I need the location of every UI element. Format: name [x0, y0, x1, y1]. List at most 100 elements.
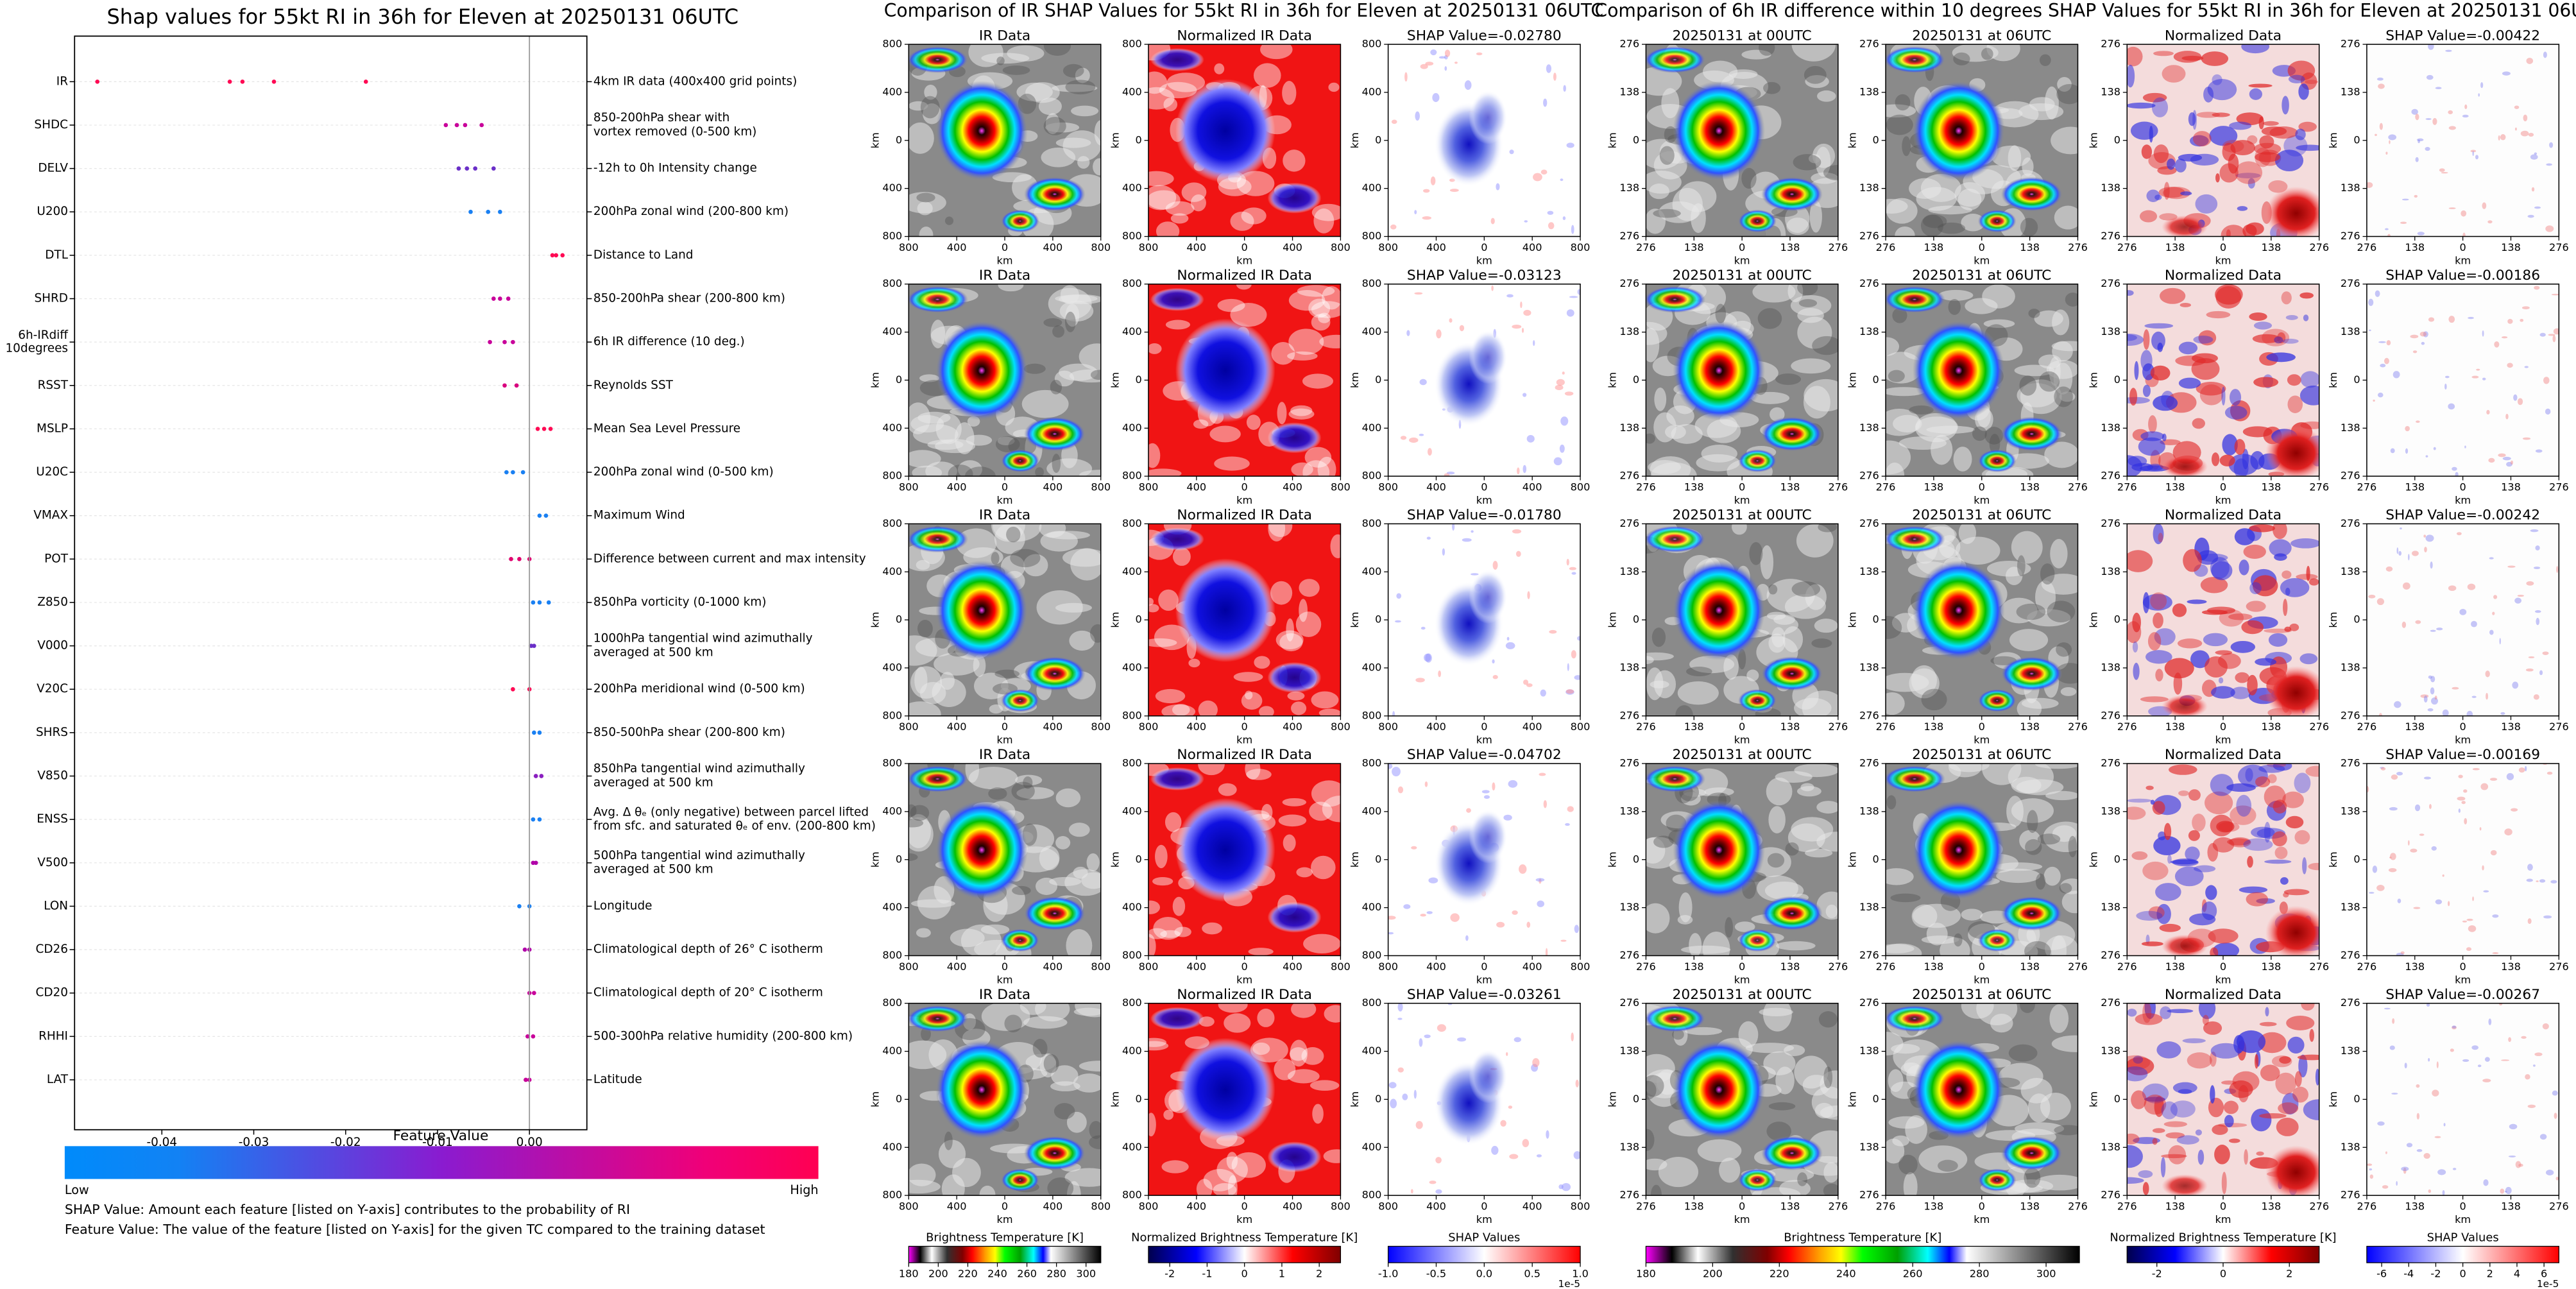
- image-feature: [2153, 395, 2178, 411]
- y-tick-label: 276: [2341, 1189, 2360, 1201]
- image-feature: [1465, 935, 1469, 941]
- image-feature: [2486, 409, 2490, 415]
- image-feature: [2492, 914, 2499, 918]
- image-feature: [2203, 633, 2228, 647]
- image-feature: [2403, 1167, 2407, 1174]
- y-tick-label: 138: [1619, 661, 1639, 673]
- image-feature: [1571, 225, 1574, 234]
- image-feature: [1245, 764, 1261, 780]
- image-feature: [2024, 941, 2051, 956]
- image-feature: [2306, 565, 2310, 581]
- image-feature: [1768, 806, 1786, 833]
- image-feature: [1322, 286, 1341, 310]
- panel-title: 20250131 at 00UTC: [1673, 747, 1812, 763]
- y-tick-label: 800: [1122, 38, 1142, 50]
- y-axis-label: km: [1109, 372, 1121, 388]
- y-tick-label: 138: [2101, 85, 2120, 98]
- image-feature: [1886, 337, 1900, 356]
- image-feature: [1958, 524, 1977, 544]
- image-feature: [1055, 602, 1092, 613]
- image-feature: [2504, 828, 2512, 836]
- image-feature: [1437, 1024, 1447, 1032]
- image-feature: [2522, 437, 2531, 440]
- shap-point: [456, 166, 461, 171]
- image-feature: [2382, 1185, 2389, 1189]
- image-feature: [2448, 110, 2453, 115]
- image-feature: [1797, 316, 1832, 349]
- image-feature: [1449, 189, 1459, 192]
- image-feature: [2134, 361, 2139, 380]
- image-feature: [1738, 688, 1777, 712]
- image-feature: [2533, 694, 2539, 700]
- image-feature: [2040, 1092, 2071, 1121]
- image-feature: [1062, 549, 1101, 567]
- x-tick-label: 138: [2165, 241, 2185, 253]
- image-feature: [1016, 787, 1054, 799]
- image-feature: [1073, 1073, 1101, 1093]
- image-feature: [2269, 126, 2298, 139]
- image-feature: [2132, 612, 2141, 633]
- image-feature: [1741, 49, 1771, 60]
- image-feature: [2255, 776, 2271, 788]
- image-feature: [2389, 807, 2398, 811]
- panel-title: SHAP Value=-0.03123: [1407, 268, 1562, 284]
- image-feature: [2546, 771, 2553, 775]
- image-feature: [1816, 801, 1838, 814]
- image-feature: [2385, 566, 2393, 572]
- image-feature: [1023, 1136, 1086, 1171]
- image-feature: [1537, 900, 1544, 907]
- x-tick-label: 276: [2309, 241, 2329, 253]
- image-feature: [1267, 1141, 1322, 1173]
- panel-title: Normalized Data: [2165, 987, 2282, 1003]
- image-feature: [2531, 187, 2535, 192]
- image-feature: [2020, 1003, 2035, 1013]
- image-feature: [1287, 351, 1318, 361]
- image-feature: [2252, 575, 2278, 597]
- image-feature: [1526, 921, 1531, 928]
- feature-name: 10degrees: [5, 341, 68, 355]
- image-feature: [2215, 173, 2220, 183]
- image-feature: [1422, 189, 1430, 193]
- y-tick-label: 800: [1122, 757, 1142, 769]
- image-feature: [1403, 904, 1411, 909]
- image-feature: [2444, 375, 2450, 379]
- image-feature: [2219, 609, 2244, 627]
- panel-title: 20250131 at 06UTC: [1912, 28, 2051, 44]
- image-feature: [2401, 621, 2407, 628]
- y-tick-label: 800: [882, 757, 902, 769]
- panel-title: 20250131 at 00UTC: [1673, 268, 1812, 284]
- image-feature: [1791, 581, 1821, 597]
- x-tick-label: 138: [2020, 721, 2040, 733]
- x-tick-label: 400: [1043, 960, 1063, 973]
- y-tick-label: 138: [1619, 422, 1639, 434]
- image-feature: [2285, 587, 2290, 596]
- x-tick-label: 0: [1481, 721, 1487, 733]
- image-feature: [2274, 553, 2287, 561]
- image-feature: [2161, 1154, 2187, 1159]
- image-feature: [2380, 767, 2386, 771]
- image-feature: [1050, 379, 1062, 395]
- image-feature: [2477, 1064, 2482, 1068]
- image-feature: [2527, 214, 2534, 218]
- colorbar-tick-label: 240: [1836, 1267, 1856, 1279]
- image-feature: [1288, 329, 1324, 355]
- image-feature: [2179, 303, 2192, 307]
- image-feature: [1397, 1067, 1404, 1073]
- image-feature: [2247, 674, 2258, 696]
- image-feature: [1547, 210, 1554, 215]
- image-feature: [1522, 1139, 1530, 1148]
- x-tick-label: 138: [1924, 960, 1944, 973]
- image-feature: [1573, 1151, 1581, 1159]
- y-tick-label: 400: [1122, 1141, 1142, 1153]
- y-tick-label: 800: [1362, 949, 1382, 961]
- y-tick-label: 0: [1135, 613, 1141, 626]
- image-feature: [2482, 865, 2484, 871]
- image-feature: [1804, 65, 1827, 84]
- shap-point: [240, 79, 245, 84]
- image-feature: [2235, 173, 2261, 178]
- image-feature: [1796, 524, 1834, 558]
- image-feature: [2511, 808, 2518, 812]
- y-tick-label: 0: [2114, 373, 2120, 386]
- image-feature: [2388, 134, 2397, 141]
